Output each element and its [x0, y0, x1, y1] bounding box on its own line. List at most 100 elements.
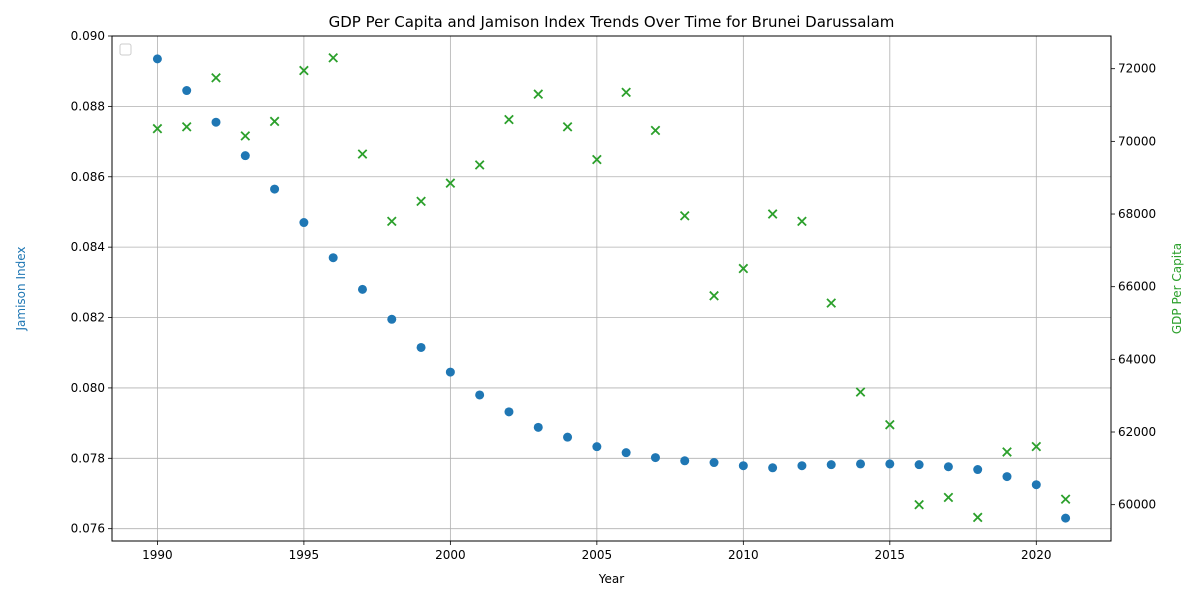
left-y-axis-ticks: 0.076 0.078 0.080 0.082 0.084 0.086 0.088 0.090 [71, 29, 112, 536]
x-marker-stroke [621, 87, 631, 98]
x-marker-stroke [738, 263, 749, 274]
right-y-tick-label: 72000 [1118, 62, 1156, 76]
x-marker-stroke [562, 121, 573, 132]
right-y-tick-label: 66000 [1118, 280, 1156, 294]
x-marker-stroke [709, 290, 719, 301]
gdp-per-capita-point [826, 298, 837, 308]
gdp-per-capita-point [884, 419, 895, 430]
x-marker-stroke [181, 121, 192, 132]
jamison-index-point [270, 184, 280, 194]
gdp-per-capita-point [211, 72, 221, 83]
gdp-per-capita-point [592, 154, 602, 165]
jamison-index-point [533, 422, 543, 432]
x-marker-stroke [943, 492, 954, 503]
gdp-per-capita-point [504, 114, 514, 125]
left-y-tick-label: 0.086 [71, 170, 105, 184]
grid [112, 35, 1111, 541]
gdp-per-capita-point [416, 196, 426, 207]
x-tick-label: 2020 [1021, 548, 1052, 562]
gdp-per-capita-point [445, 178, 456, 188]
jamison-index-point [152, 54, 162, 64]
data-points [152, 52, 1071, 523]
jamison-index-point [738, 461, 748, 471]
x-axis-ticks: 1990 1995 2000 2005 2010 2015 2020 [142, 541, 1052, 562]
x-marker-stroke [650, 125, 661, 136]
x-marker-stroke [386, 216, 397, 227]
gdp-per-capita-point [386, 216, 397, 227]
jamison-index-point [563, 432, 573, 442]
jamison-index-point [592, 442, 602, 452]
x-marker-stroke [884, 419, 895, 430]
right-y-tick-label: 64000 [1118, 352, 1156, 366]
x-marker-stroke [914, 499, 924, 510]
gdp-per-capita-point [738, 263, 749, 274]
right-y-axis-ticks: 60000 62000 64000 66000 68000 70000 72000 [1111, 62, 1156, 512]
right-y-tick-label: 70000 [1118, 134, 1156, 148]
jamison-index-point [621, 448, 631, 458]
gdp-per-capita-point [650, 125, 661, 136]
chart-title: GDP Per Capita and Jamison Index Trends … [329, 13, 895, 31]
left-y-axis-label: Jamison Index [14, 247, 28, 332]
jamison-index-point [856, 459, 866, 469]
gdp-per-capita-point [1002, 447, 1012, 457]
plot-frame [111, 35, 1112, 542]
x-marker-stroke [767, 209, 778, 219]
x-marker-stroke [1002, 447, 1012, 457]
x-marker-stroke [533, 89, 544, 99]
gdp-per-capita-point [299, 65, 309, 76]
jamison-index-point [709, 458, 719, 468]
x-marker-stroke [416, 196, 426, 207]
jamison-index-point [211, 117, 221, 127]
jamison-index-point [416, 342, 426, 352]
gdp-per-capita-point [328, 52, 339, 63]
gdp-per-capita-point [562, 121, 573, 132]
right-y-axis-label: GDP Per Capita [1170, 243, 1184, 334]
jamison-index-point [182, 86, 192, 96]
x-marker-stroke [240, 131, 251, 141]
left-y-tick-label: 0.078 [71, 451, 105, 465]
gdp-per-capita-point [357, 149, 368, 159]
right-y-tick-label: 68000 [1118, 207, 1156, 221]
jamison-index-point [885, 459, 895, 469]
x-marker-stroke [299, 65, 309, 76]
gdp-per-capita-point [943, 492, 954, 503]
jamison-index-point [973, 465, 983, 475]
x-marker-stroke [152, 123, 163, 134]
x-tick-label: 2010 [728, 548, 759, 562]
gdp-per-capita-point [679, 211, 690, 221]
x-tick-label: 2015 [875, 548, 906, 562]
left-y-tick-label: 0.080 [71, 381, 105, 395]
gdp-per-capita-point [181, 121, 192, 132]
jamison-index-point [504, 407, 514, 417]
x-marker-stroke [855, 387, 866, 397]
x-marker-stroke [797, 216, 807, 227]
jamison-index-point [387, 314, 397, 324]
jamison-index-point [650, 453, 660, 463]
jamison-index-point [680, 456, 690, 466]
gdp-per-capita-point [855, 387, 866, 397]
right-y-tick-label: 62000 [1118, 425, 1156, 439]
x-marker-stroke [445, 178, 456, 188]
gdp-per-capita-point [1031, 441, 1042, 452]
jamison-index-point [943, 462, 953, 472]
gdp-per-capita-point [767, 209, 778, 219]
jamison-index-point [768, 463, 778, 473]
x-tick-label: 1995 [289, 548, 320, 562]
jamison-index-point [475, 390, 485, 400]
jamison-index-point [1002, 472, 1012, 482]
x-marker-stroke [357, 149, 368, 159]
gdp-per-capita-point [1060, 494, 1071, 505]
jamison-index-point [240, 151, 250, 161]
jamison-index-point [1061, 513, 1071, 523]
legend-box [119, 43, 132, 56]
x-marker-stroke [504, 114, 514, 125]
x-marker-stroke [592, 154, 602, 165]
jamison-index-point [914, 460, 924, 470]
jamison-index-point [357, 284, 367, 294]
gdp-per-capita-point [474, 160, 485, 170]
x-tick-label: 2000 [435, 548, 466, 562]
gdp-per-capita-point [709, 290, 719, 301]
left-y-tick-label: 0.082 [71, 311, 105, 325]
gdp-per-capita-point [797, 216, 807, 227]
